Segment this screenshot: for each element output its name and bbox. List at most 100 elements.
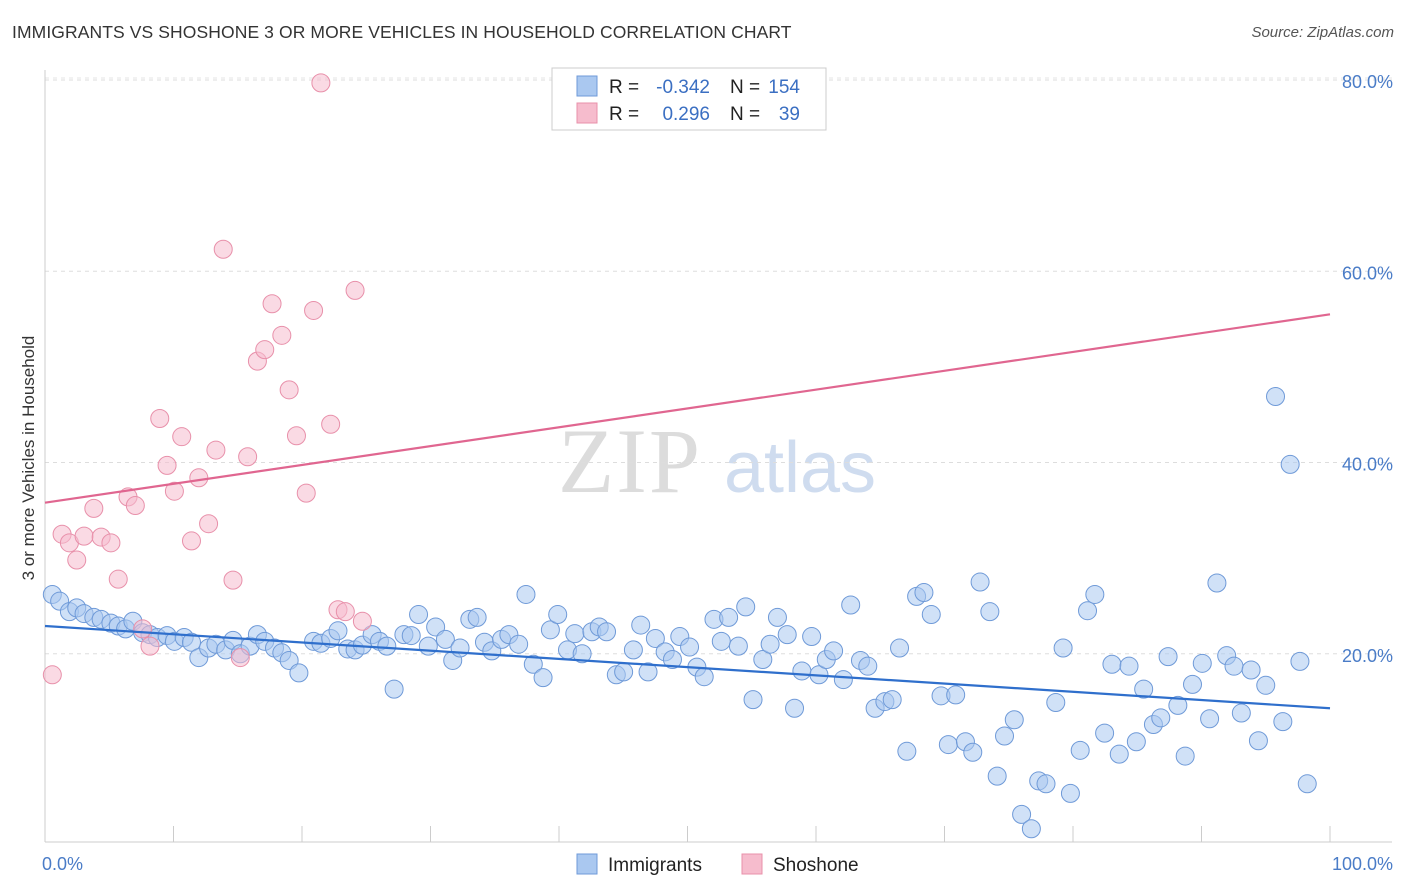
stats-legend-box: [551, 67, 827, 131]
immigrants-point: [1109, 744, 1129, 764]
shoshone-point: [67, 550, 87, 570]
immigrants-point: [1224, 656, 1244, 676]
shoshone-point: [108, 569, 128, 589]
shoshone-point: [345, 280, 365, 300]
shoshone-point: [84, 498, 104, 518]
gridlines: [45, 77, 1392, 655]
immigrants-point: [760, 634, 780, 654]
immigrants-point: [426, 617, 446, 637]
immigrants-point: [785, 698, 805, 718]
immigrants-point: [516, 584, 536, 604]
immigrants-point: [995, 726, 1015, 746]
legend-n-label: N =: [730, 77, 760, 98]
immigrants-trend-line: [44, 624, 1331, 710]
immigrants-point: [435, 629, 455, 649]
series-legend-swatch-shoshone: [741, 853, 763, 875]
immigrants-point: [728, 636, 748, 656]
legend-n-immigrants: 154: [768, 77, 800, 98]
shoshone-point: [304, 300, 324, 320]
y-tick-label: 80.0%: [1342, 72, 1393, 92]
immigrants-point: [548, 605, 568, 625]
immigrants-point: [279, 650, 299, 670]
immigrants-point: [523, 654, 543, 674]
y-tick-label: 60.0%: [1342, 263, 1393, 283]
y-tick-label: 20.0%: [1342, 646, 1393, 666]
source-credit: Source: ZipAtlas.com: [1251, 24, 1394, 41]
immigrants-point: [890, 638, 910, 658]
immigrants-point: [645, 628, 665, 648]
immigrants-point: [1119, 656, 1139, 676]
immigrants-point: [1290, 651, 1310, 671]
immigrants-point: [858, 656, 878, 676]
immigrants-point: [1158, 647, 1178, 667]
y-axis-label: 3 or more Vehicles in Household: [19, 336, 38, 581]
shoshone-point: [262, 294, 282, 314]
series-legend-swatch-immigrants: [576, 853, 598, 875]
immigrants-point: [1183, 674, 1203, 694]
shoshone-point: [101, 533, 121, 553]
immigrants-point: [1273, 712, 1293, 732]
immigrants-point: [1266, 387, 1286, 407]
immigrants-point: [328, 621, 348, 641]
x-tick-label: 0.0%: [42, 854, 83, 874]
y-tick-labels: 20.0% 40.0% 60.0% 80.0%: [1342, 72, 1393, 666]
x-tick-label: 100.0%: [1332, 854, 1393, 874]
immigrants-point: [662, 649, 682, 669]
shoshone-point: [279, 380, 299, 400]
immigrants-point: [1231, 703, 1251, 723]
immigrants-point: [1200, 709, 1220, 729]
shoshone-points: [42, 73, 372, 685]
immigrants-point: [1297, 774, 1317, 794]
immigrants-point: [777, 625, 797, 645]
shoshone-point: [140, 636, 160, 656]
immigrants-point: [418, 636, 438, 656]
series-legend: Immigrants Shoshone: [576, 853, 859, 876]
immigrants-point: [1095, 723, 1115, 743]
immigrants-point: [409, 605, 429, 625]
immigrants-point: [882, 690, 902, 710]
immigrants-point: [970, 572, 990, 592]
chart-title: IMMIGRANTS VS SHOSHONE 3 OR MORE VEHICLE…: [12, 22, 792, 42]
immigrants-point: [614, 662, 634, 682]
immigrants-point: [181, 632, 201, 652]
immigrants-point: [1134, 679, 1154, 699]
immigrants-point: [897, 741, 917, 761]
legend-r-label: R =: [609, 77, 639, 98]
immigrants-point: [802, 627, 822, 647]
immigrants-point: [963, 742, 983, 762]
immigrants-point: [631, 615, 651, 635]
shoshone-point: [199, 514, 219, 534]
immigrants-point: [1070, 740, 1090, 760]
shoshone-point: [311, 73, 331, 93]
legend-r-immigrants: -0.342: [656, 77, 710, 98]
trend-lines: [44, 313, 1331, 710]
immigrants-point: [711, 631, 731, 651]
immigrants-point: [1078, 601, 1098, 621]
immigrants-point: [1053, 638, 1073, 658]
immigrants-point: [680, 637, 700, 657]
shoshone-point: [125, 496, 145, 516]
shoshone-point: [172, 427, 192, 447]
immigrants-point: [1021, 819, 1041, 839]
immigrants-point: [946, 685, 966, 705]
y-tick-label: 40.0%: [1342, 455, 1393, 475]
shoshone-point: [223, 570, 243, 590]
immigrants-point: [1207, 573, 1227, 593]
immigrants-point: [743, 690, 763, 710]
series-legend-label-shoshone: Shoshone: [773, 855, 859, 876]
immigrants-point: [384, 679, 404, 699]
immigrants-point: [792, 661, 812, 681]
immigrants-point: [467, 607, 487, 627]
immigrants-point: [565, 624, 585, 644]
shoshone-point: [296, 483, 316, 503]
immigrants-point: [597, 622, 617, 642]
shoshone-point: [272, 325, 292, 345]
shoshone-point: [164, 481, 184, 501]
immigrants-point: [1175, 746, 1195, 766]
watermark-zip: ZIP: [558, 410, 702, 512]
immigrants-point: [540, 620, 560, 640]
shoshone-point: [213, 239, 233, 259]
immigrants-point: [450, 638, 470, 658]
watermark-atlas: atlas: [724, 428, 876, 508]
